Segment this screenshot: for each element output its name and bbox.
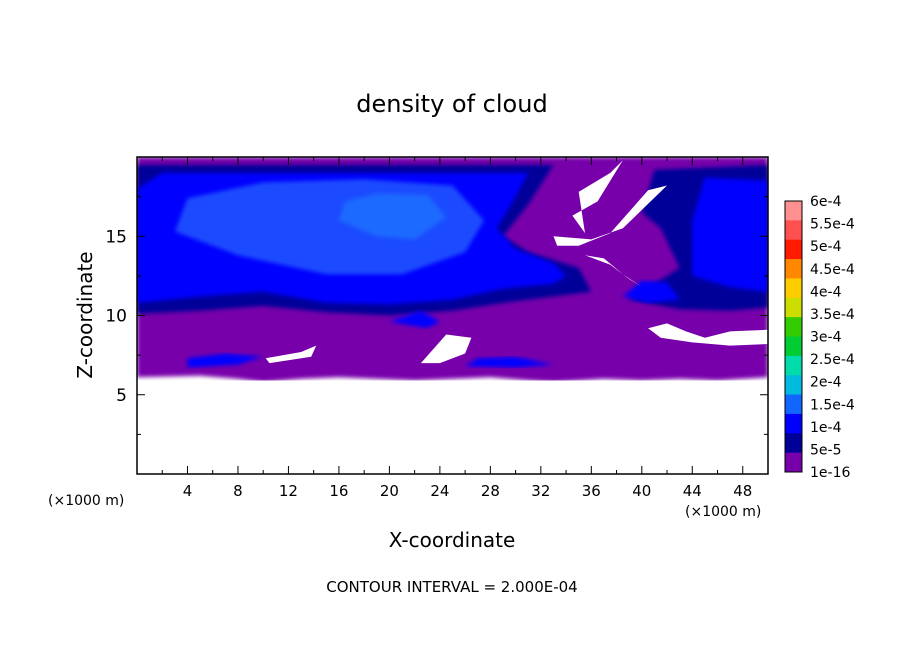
x-tick-label: 32 bbox=[531, 482, 550, 500]
x-tick-label: 16 bbox=[329, 482, 348, 500]
chart-title: density of cloud bbox=[356, 90, 547, 118]
x-unit-label: (×1000 m) bbox=[48, 493, 124, 509]
colorbar: 6e-4 5.5e-4 5e-4 4.5e-4 4e-4 3.5e-4 3e-4 2.5e-4… bbox=[784, 194, 855, 481]
colorbar-swatch bbox=[785, 220, 802, 241]
contour-region-6 bbox=[622, 280, 680, 303]
contour-region-5 bbox=[692, 177, 768, 292]
y-tick-label: 15 bbox=[105, 227, 127, 247]
colorbar-label: 3e-4 bbox=[810, 330, 842, 346]
z-unit-label: (×1000 m) bbox=[685, 504, 761, 520]
colorbar-label: 3.5e-4 bbox=[810, 307, 855, 323]
colorbar-swatch bbox=[785, 336, 802, 357]
colorbar-label: 4.5e-4 bbox=[810, 262, 855, 278]
y-tick-label: 5 bbox=[116, 386, 127, 406]
contour-region-11 bbox=[338, 193, 447, 240]
colorbar-swatch bbox=[785, 394, 802, 415]
x-tick-label: 28 bbox=[481, 482, 500, 500]
contour-region-8 bbox=[465, 356, 554, 368]
x-axis: 4 8 12 16 20 24 28 32 36 40 44 48 bbox=[161, 157, 752, 500]
x-tick-label: 12 bbox=[279, 482, 298, 500]
x-tick-label: 8 bbox=[233, 482, 243, 500]
x-tick-label: 20 bbox=[380, 482, 399, 500]
contour-region-7 bbox=[187, 353, 264, 368]
colorbar-label: 4e-4 bbox=[810, 284, 842, 300]
colorbar-swatch bbox=[785, 259, 802, 279]
plot-area bbox=[137, 157, 768, 474]
colorbar-swatch bbox=[785, 355, 802, 376]
colorbar-swatch bbox=[785, 375, 802, 395]
colorbar-frame bbox=[784, 200, 803, 473]
x-tick-label: 36 bbox=[582, 482, 601, 500]
x-tick-label: 40 bbox=[632, 482, 651, 500]
colorbar-swatch bbox=[785, 239, 802, 260]
x-tick-label: 24 bbox=[430, 482, 449, 500]
y-axis-label: Z-coordinate bbox=[73, 251, 97, 378]
colorbar-label: 5.5e-4 bbox=[810, 217, 855, 233]
y-tick-label: 10 bbox=[105, 307, 127, 327]
contour-region-16 bbox=[265, 345, 317, 364]
contour-interval-label: CONTOUR INTERVAL = 2.000E-04 bbox=[326, 578, 577, 596]
y-axis: 5 10 15 bbox=[105, 196, 768, 435]
colorbar-label: 2.5e-4 bbox=[810, 352, 855, 368]
x-tick-label: 44 bbox=[683, 482, 702, 500]
colorbar-label: 2e-4 bbox=[810, 375, 842, 391]
colorbar-label: 1e-4 bbox=[810, 420, 842, 436]
colorbar-swatch bbox=[785, 433, 802, 454]
colorbar-swatch bbox=[785, 297, 802, 318]
colorbar-swatch bbox=[785, 452, 802, 473]
x-axis-label: X-coordinate bbox=[389, 528, 516, 552]
contour-region-17 bbox=[420, 334, 472, 364]
contour-region-14 bbox=[553, 185, 667, 246]
colorbar-label: 5e-4 bbox=[810, 239, 842, 255]
colorbar-swatch bbox=[785, 201, 802, 221]
colorbar-swatch bbox=[785, 413, 802, 434]
x-tick-label: 4 bbox=[183, 482, 193, 500]
x-tick-label: 48 bbox=[733, 482, 752, 500]
colorbar-label: 1.5e-4 bbox=[810, 397, 855, 413]
contour-region-18 bbox=[648, 323, 768, 346]
colorbar-swatch bbox=[785, 317, 802, 337]
colorbar-label: 6e-4 bbox=[810, 194, 842, 210]
contour-region-12 bbox=[137, 380, 768, 474]
contour-region-13 bbox=[572, 160, 623, 234]
colorbar-label: 1e-16 bbox=[810, 465, 850, 481]
contour-region-9 bbox=[389, 310, 440, 329]
colorbar-label: 5e-5 bbox=[810, 442, 841, 458]
colorbar-swatch bbox=[785, 278, 802, 299]
